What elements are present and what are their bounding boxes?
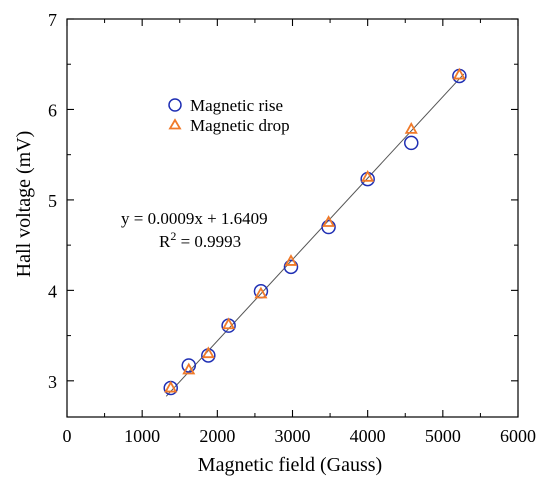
data-point-magnetic-drop <box>201 346 215 359</box>
fit-annotation: y = 0.0009x + 1.6409 R2 = 0.9993 <box>121 209 268 251</box>
fit-equation: y = 0.0009x + 1.6409 <box>121 209 268 228</box>
legend: Magnetic rise Magnetic drop <box>168 96 290 135</box>
x-axis-label: Magnetic field (Gauss) <box>198 454 382 476</box>
data-point-magnetic-drop <box>404 122 418 134</box>
r2-letter: R <box>159 232 171 251</box>
y-tick-label: 6 <box>48 100 57 120</box>
legend-marker-drop <box>168 118 182 130</box>
fit-r-squared: R2 = 0.9993 <box>159 229 241 251</box>
data-point-magnetic-drop <box>322 215 336 227</box>
data-point-magnetic-drop <box>452 67 466 80</box>
y-axis-label: Hall voltage (mV) <box>13 131 35 278</box>
y-tick-label: 4 <box>48 281 57 301</box>
legend-label-rise: Magnetic rise <box>190 96 283 115</box>
legend-marker-rise <box>168 98 182 112</box>
x-tick-label: 2000 <box>199 426 235 446</box>
y-tick-label: 3 <box>48 372 57 392</box>
y-tick-label: 5 <box>48 191 57 211</box>
legend-label-drop: Magnetic drop <box>190 116 290 135</box>
plot-area: 0 1000 2000 3000 4000 5000 6000 3 4 5 6 7 <box>48 10 536 446</box>
x-tick-label: 3000 <box>275 426 311 446</box>
data-point-magnetic-drop <box>361 169 375 182</box>
x-tick-label: 4000 <box>350 426 386 446</box>
r2-value: = 0.9993 <box>176 232 241 251</box>
data-point-magnetic-rise <box>283 259 299 275</box>
data-point-magnetic-rise <box>321 219 336 235</box>
data-point-magnetic-drop <box>254 286 268 299</box>
x-tick-label: 0 <box>63 426 72 446</box>
data-point-magnetic-drop <box>222 317 236 330</box>
data-point-magnetic-drop <box>284 254 298 266</box>
data-point-magnetic-rise <box>404 135 419 151</box>
data-point-magnetic-rise <box>181 358 197 373</box>
data-point-magnetic-drop <box>164 380 178 393</box>
x-tick-label: 1000 <box>124 426 160 446</box>
data-point-magnetic-drop <box>182 362 196 375</box>
x-tick-label: 6000 <box>500 426 536 446</box>
x-tick-label: 5000 <box>425 426 461 446</box>
y-tick-label: 7 <box>48 10 57 30</box>
r2-superscript: 2 <box>170 229 176 243</box>
